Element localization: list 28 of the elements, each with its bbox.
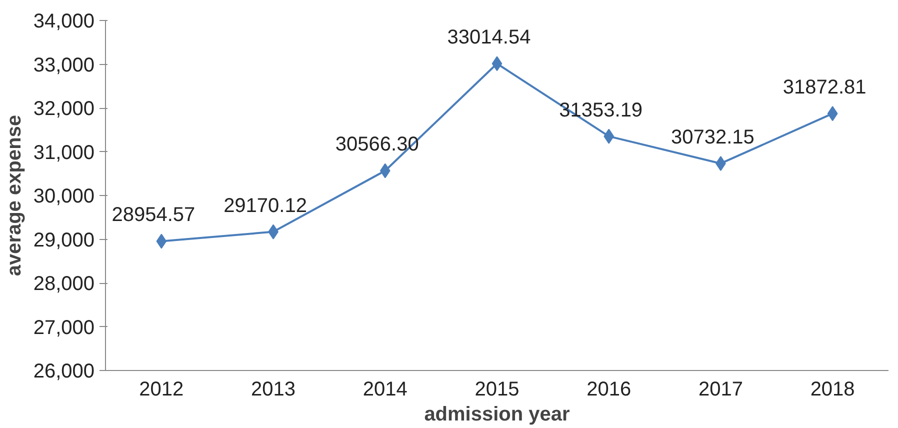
data-label: 30732.15 bbox=[671, 126, 754, 148]
data-label: 31872.81 bbox=[782, 76, 866, 99]
x-tick-label: 2015 bbox=[474, 378, 520, 400]
data-label: 28954.57 bbox=[112, 204, 196, 226]
data-label: 33014.54 bbox=[447, 26, 531, 49]
y-tick-label: 34,000 bbox=[33, 10, 94, 32]
y-tick-label: 29,000 bbox=[33, 229, 94, 252]
x-tick-label: 2018 bbox=[810, 378, 855, 400]
x-tick-label: 2012 bbox=[139, 378, 184, 400]
y-tick-label: 32,000 bbox=[33, 98, 94, 120]
point bbox=[380, 163, 390, 178]
y-tick-label: 28,000 bbox=[33, 273, 94, 295]
y-tick-label: 27,000 bbox=[33, 316, 94, 339]
x-tick-label: 2016 bbox=[586, 378, 632, 400]
point bbox=[827, 106, 838, 122]
y-tick-label: 30,000 bbox=[33, 186, 94, 208]
data-label: 29170.12 bbox=[224, 194, 307, 217]
x-tick-label: 2014 bbox=[362, 378, 408, 400]
point bbox=[604, 128, 614, 144]
point bbox=[156, 234, 167, 249]
y-tick-label: 26,000 bbox=[33, 360, 94, 382]
x-tick-label: 2013 bbox=[251, 378, 296, 400]
y-tick-label: 31,000 bbox=[33, 142, 94, 164]
y-axis-title: average expense bbox=[3, 114, 26, 276]
point bbox=[492, 56, 502, 72]
x-axis-title: admission year bbox=[424, 404, 570, 426]
x-tick-label: 2017 bbox=[698, 378, 743, 400]
y-tick-label: 33,000 bbox=[33, 54, 94, 76]
